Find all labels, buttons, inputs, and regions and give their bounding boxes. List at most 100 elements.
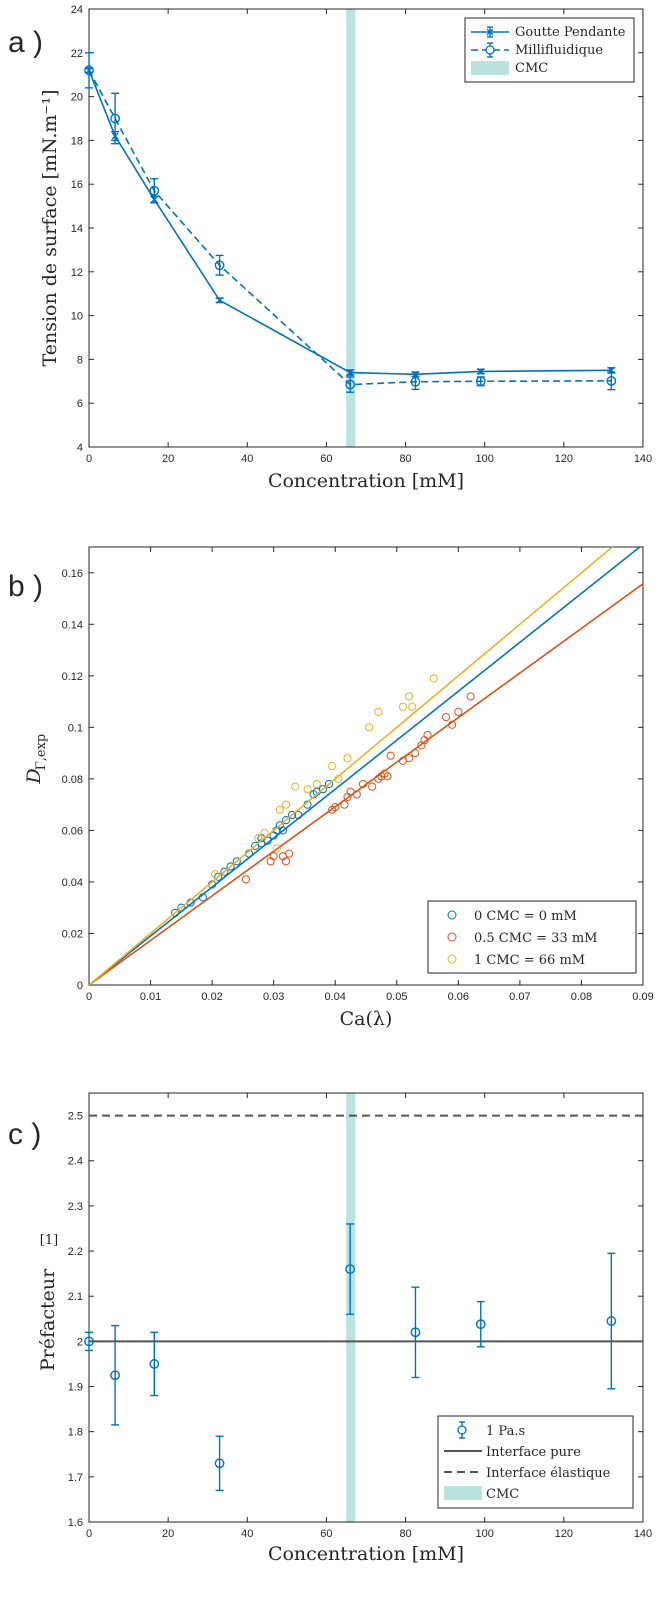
x-tick-label: 140	[634, 1528, 652, 1540]
legend-label: 1 Pa.s	[486, 1424, 525, 1439]
data-point	[477, 367, 485, 375]
data-point	[110, 113, 121, 124]
data-point	[214, 1458, 225, 1469]
data-point	[346, 369, 354, 377]
x-tick-label: 0.03	[263, 991, 284, 1003]
data-point	[226, 862, 235, 871]
data-point	[110, 1370, 121, 1381]
data-point	[429, 674, 438, 683]
data-point	[410, 1327, 421, 1338]
data-point	[272, 844, 281, 853]
legend-label: Millifluidique	[515, 43, 603, 58]
data-point	[275, 805, 284, 814]
y-tick-label: 0.12	[62, 671, 83, 683]
y-tick-label: 12	[71, 267, 83, 279]
series-line-goutte-pendante	[88, 70, 612, 376]
y-tick-label: 10	[71, 311, 83, 323]
x-tick-label: 0.01	[140, 991, 161, 1003]
y-tick-label: 0.02	[62, 928, 83, 940]
data-point	[303, 785, 312, 794]
data-point	[331, 803, 340, 812]
data-point	[343, 754, 352, 763]
data-point	[254, 834, 263, 843]
data-point	[214, 260, 225, 271]
data-point	[232, 857, 241, 866]
data-point	[149, 185, 160, 196]
x-tick-label: 0.07	[509, 991, 530, 1003]
plot-frame	[88, 546, 644, 986]
data-point	[211, 870, 220, 879]
x-tick-label: 100	[476, 1528, 494, 1540]
x-axis-label: Concentration [mM]	[268, 1543, 464, 1565]
y-axis-label: Préfacteur	[37, 1268, 59, 1371]
y-axis-label-sub: Γ,exp	[34, 734, 49, 771]
x-tick-label: 0.09	[632, 991, 653, 1003]
x-tick-label: 0.04	[325, 991, 346, 1003]
data-point	[334, 774, 343, 783]
fit-line	[89, 583, 643, 985]
data-point	[281, 800, 291, 809]
data-point	[345, 1264, 356, 1275]
y-tick-label: 2.1	[68, 1291, 83, 1303]
y-tick-label: 2.2	[68, 1246, 83, 1258]
data-point	[281, 816, 291, 825]
data-point	[220, 867, 229, 876]
x-axis-label: Concentration [mM]	[268, 470, 464, 492]
chart-b: 0 0.01 0.02 0.03 0.04 0.05 0.06 0.07 0.08 0.09 0 0.…	[23, 546, 654, 1030]
data-point	[216, 296, 224, 304]
y-tick-label: 8	[77, 354, 83, 366]
x-tick-label: 0.05	[386, 991, 407, 1003]
data-point	[345, 379, 356, 390]
data-point	[198, 893, 207, 902]
data-point	[454, 707, 463, 716]
data-point	[404, 692, 414, 701]
x-tick-label: 0.08	[571, 991, 592, 1003]
y-tick-label: 0.06	[62, 825, 83, 837]
y-tick-label: 0.04	[62, 877, 83, 889]
data-point	[318, 785, 328, 794]
x-tick-label: 0	[86, 453, 92, 465]
x-tick-label: 0.02	[201, 991, 222, 1003]
data-point	[448, 720, 457, 729]
legend-box	[427, 900, 637, 974]
legend-label: 1 CMC = 66 mM	[474, 953, 585, 968]
data-point	[606, 375, 617, 386]
data-point	[263, 836, 272, 845]
y-axis-label: Tension de surface [mN.m⁻¹]	[39, 90, 61, 367]
x-tick-label: 60	[320, 1528, 332, 1540]
data-point	[368, 782, 377, 791]
x-tick-label: 120	[555, 453, 573, 465]
data-point	[606, 1316, 617, 1326]
y-tick-label: 2.4	[68, 1156, 83, 1168]
legend-label: Interface élastique	[486, 1466, 611, 1481]
x-tick-label: 120	[555, 1528, 573, 1540]
x-tick-label: 0	[86, 991, 92, 1003]
data-point	[328, 761, 337, 771]
x-tick-label: 40	[241, 1528, 253, 1540]
legend-marker	[447, 910, 457, 920]
data-point	[288, 810, 297, 820]
data-point	[466, 692, 475, 701]
x-tick-label: 100	[476, 453, 494, 465]
y-tick-label: 6	[77, 398, 83, 410]
data-point	[475, 376, 486, 387]
x-tick-label: 80	[399, 1528, 411, 1540]
data-point	[364, 723, 374, 732]
data-point	[441, 712, 451, 722]
x-axis-label: Ca(λ)	[340, 1008, 393, 1030]
data-point	[352, 790, 361, 799]
panel-label-c: c )	[8, 1118, 41, 1151]
data-point	[284, 849, 294, 858]
x-tick-label: 140	[634, 453, 652, 465]
legend-label: Interface pure	[486, 1445, 581, 1460]
y-tick-label: 0.16	[62, 568, 83, 580]
y-tick-label: 1.8	[68, 1427, 83, 1439]
data-point	[312, 779, 321, 789]
x-tick-label: 60	[320, 453, 332, 465]
data-point	[177, 903, 186, 912]
data-point	[423, 730, 432, 740]
data-point	[171, 908, 180, 917]
cmc-band	[346, 9, 356, 447]
data-point	[404, 754, 414, 763]
y-tick-label: 22	[71, 48, 83, 60]
